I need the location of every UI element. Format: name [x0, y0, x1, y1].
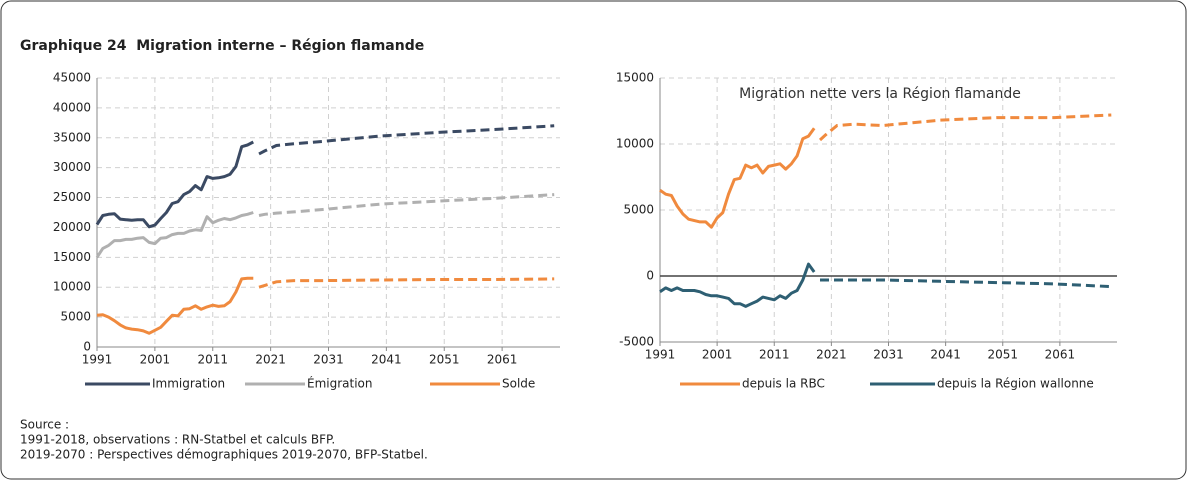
y-tick-label: 10000	[616, 137, 654, 151]
x-tick-label: 2021	[816, 348, 847, 362]
figure-title: Graphique 24 Migration interne – Région …	[20, 38, 424, 54]
source-line: 1991-2018, observations : RN-Statbel et …	[20, 433, 335, 447]
legend-label: Immigration	[152, 377, 225, 391]
observed-line	[95, 211, 254, 259]
observed-line	[659, 127, 816, 229]
legend-label: depuis la RBC	[742, 377, 825, 391]
x-tick-label: 2031	[313, 353, 344, 367]
x-tick-label: 2041	[371, 353, 402, 367]
source-line: 2019-2070 : Perspectives démographiques …	[20, 448, 428, 462]
y-tick-label: 10000	[53, 280, 91, 294]
y-tick-label: 30000	[53, 160, 91, 174]
y-tick-label: 0	[646, 269, 654, 283]
observed-line	[95, 140, 254, 229]
y-tick-label: -5000	[619, 335, 654, 349]
x-tick-label: 1991	[645, 348, 676, 362]
x-tick-label: 2051	[429, 353, 460, 367]
y-tick-label: 40000	[53, 100, 91, 114]
x-tick-label: 2061	[1045, 348, 1076, 362]
y-tick-label: 5000	[60, 310, 91, 324]
x-tick-label: 2061	[487, 353, 518, 367]
y-tick-label: 20000	[53, 220, 91, 234]
legend-label: depuis la Région wallonne	[937, 377, 1094, 391]
x-tick-label: 1991	[82, 353, 113, 367]
y-tick-label: 45000	[53, 71, 91, 85]
y-tick-label: 35000	[53, 130, 91, 144]
y-tick-label: 25000	[53, 190, 91, 204]
observed-line	[659, 262, 816, 308]
x-tick-label: 2051	[987, 348, 1018, 362]
y-tick-label: 15000	[616, 71, 654, 85]
projection-line	[820, 278, 1112, 289]
x-tick-label: 2001	[702, 348, 733, 362]
projection-line	[258, 277, 555, 289]
observed-line	[96, 276, 254, 335]
source-line: Source :	[20, 418, 69, 432]
x-tick-label: 2011	[759, 348, 790, 362]
y-tick-label: 5000	[623, 203, 654, 217]
x-tick-label: 2001	[140, 353, 171, 367]
projection-line	[258, 193, 555, 217]
x-tick-label: 2021	[255, 353, 286, 367]
chart-title: Migration nette vers la Région flamande	[739, 86, 1021, 102]
y-tick-label: 15000	[53, 250, 91, 264]
x-tick-label: 2041	[930, 348, 961, 362]
legend-label: Émigration	[307, 376, 373, 391]
x-tick-label: 2031	[873, 348, 904, 362]
legend-label: Solde	[502, 377, 535, 391]
x-tick-label: 2011	[197, 353, 228, 367]
y-tick-label: 0	[83, 340, 91, 354]
